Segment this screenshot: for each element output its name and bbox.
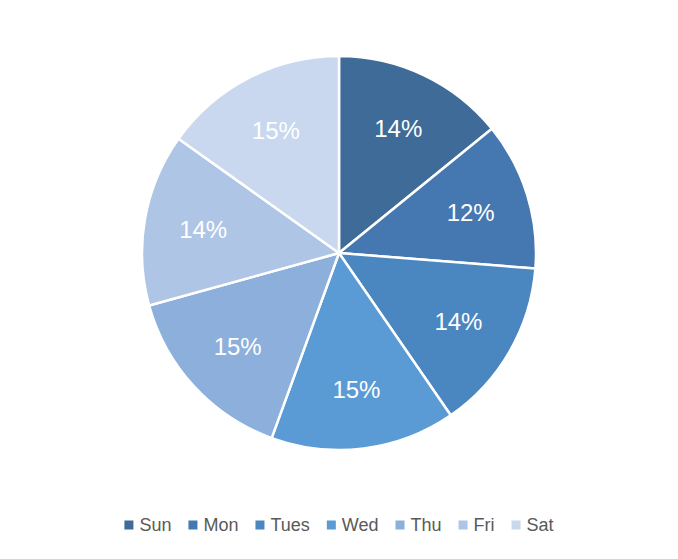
legend-item: Sun bbox=[124, 515, 171, 535]
legend-item: Tues bbox=[255, 515, 309, 535]
legend-item: Mon bbox=[188, 515, 238, 535]
data-label: 15% bbox=[214, 333, 262, 360]
slices bbox=[142, 56, 536, 450]
data-label: 15% bbox=[252, 117, 300, 144]
legend-label: Thu bbox=[411, 515, 442, 535]
legend-label: Fri bbox=[474, 515, 495, 535]
chart: 14% 12% 14% 15% 15% 14% 15% Sun Mon Tues Wed Thu Fri… bbox=[0, 0, 678, 559]
legend-label: Sun bbox=[139, 515, 171, 535]
legend-swatch bbox=[512, 521, 521, 530]
pie-slice bbox=[179, 56, 339, 253]
legend-swatch bbox=[327, 521, 336, 530]
legend-label: Mon bbox=[203, 515, 238, 535]
data-labels: 14% 12% 14% 15% 15% 14% 15% bbox=[179, 115, 495, 403]
legend-item: Fri bbox=[459, 515, 495, 535]
legend-swatch bbox=[396, 521, 405, 530]
legend-item: Sat bbox=[512, 515, 554, 535]
data-label: 14% bbox=[179, 216, 227, 243]
background bbox=[0, 0, 678, 559]
legend: Sun Mon Tues Wed Thu Fri Sat bbox=[124, 515, 553, 535]
data-label: 14% bbox=[374, 115, 422, 142]
legend-item: Wed bbox=[327, 515, 379, 535]
data-label: 15% bbox=[332, 376, 380, 403]
legend-swatch bbox=[188, 521, 197, 530]
legend-item: Thu bbox=[396, 515, 442, 535]
legend-label: Sat bbox=[527, 515, 554, 535]
page: {"chart_data": {"type": "pie", "categori… bbox=[0, 0, 678, 559]
legend-label: Tues bbox=[270, 515, 309, 535]
data-label: 12% bbox=[447, 199, 495, 226]
pie-slice bbox=[339, 129, 536, 269]
legend-swatch bbox=[459, 521, 468, 530]
data-label: 14% bbox=[434, 308, 482, 335]
legend-label: Wed bbox=[342, 515, 379, 535]
legend-swatch bbox=[124, 521, 133, 530]
legend-swatch bbox=[255, 521, 264, 530]
